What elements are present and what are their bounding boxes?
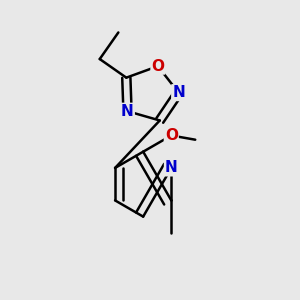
Text: N: N <box>172 85 185 100</box>
Text: N: N <box>121 104 134 119</box>
Text: O: O <box>152 59 164 74</box>
Text: O: O <box>165 128 178 143</box>
Text: N: N <box>165 160 178 175</box>
